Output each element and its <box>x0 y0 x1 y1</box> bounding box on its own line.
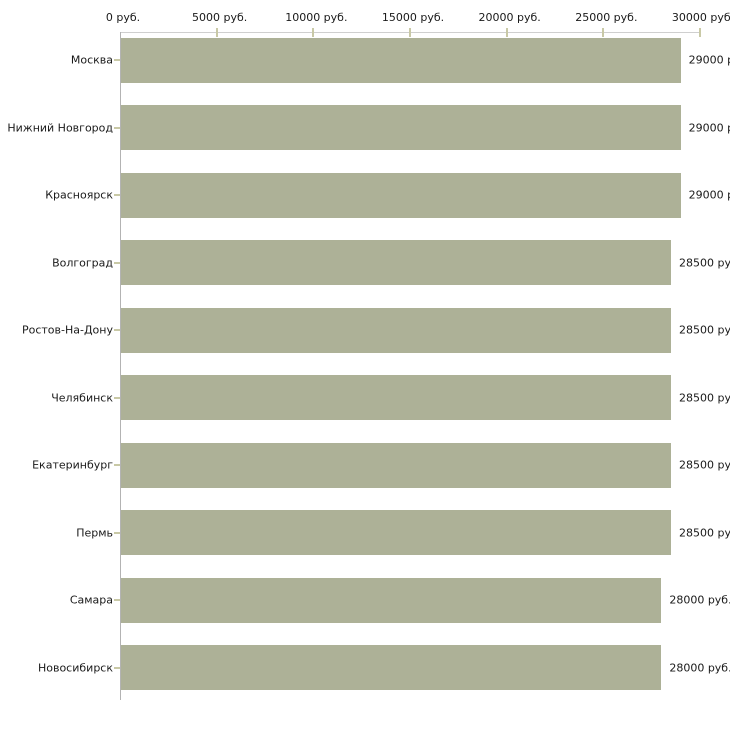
x-axis-tick-label: 15000 руб. <box>381 11 445 24</box>
y-axis-tick-mark <box>114 59 120 61</box>
x-axis-tick-label: 25000 руб. <box>575 11 638 24</box>
category-label: Нижний Новгород <box>7 121 113 134</box>
value-label: 28500 руб. <box>679 526 730 539</box>
category-label: Челябинск <box>51 391 113 404</box>
category-label: Новосибирск <box>37 661 113 674</box>
bar <box>121 510 671 555</box>
bar <box>121 307 671 353</box>
x-axis-tick-mark <box>409 28 411 37</box>
y-axis-tick-mark <box>114 261 120 264</box>
bar <box>121 172 681 218</box>
bar <box>121 375 671 420</box>
x-axis-tick-mark <box>312 28 315 37</box>
x-axis-tick-label: 5000 руб. <box>192 11 248 24</box>
bar <box>121 37 681 83</box>
value-label: 29000 руб. <box>688 188 730 202</box>
x-axis-tick-label: 30000 руб. <box>671 11 730 24</box>
value-label: 29000 руб. <box>688 53 730 67</box>
bar <box>121 577 662 623</box>
y-axis-tick-mark <box>114 126 120 129</box>
x-axis-tick-mark <box>602 28 605 37</box>
bar <box>121 645 662 690</box>
category-label: Екатеринбург <box>32 458 113 472</box>
bar <box>121 105 681 150</box>
bar <box>121 442 671 488</box>
value-label: 28000 руб. <box>669 661 730 674</box>
bar <box>121 240 671 285</box>
value-label: 29000 руб. <box>688 121 730 134</box>
y-axis-tick-mark <box>114 194 120 196</box>
y-axis-tick-mark <box>114 666 120 669</box>
y-axis-line <box>120 32 121 700</box>
value-label: 28500 руб. <box>679 256 730 269</box>
category-label: Москва <box>70 53 113 67</box>
y-axis-tick-mark <box>114 531 120 534</box>
category-label: Пермь <box>76 526 113 539</box>
value-label: 28000 руб. <box>669 593 730 607</box>
y-axis-tick-mark <box>114 396 120 399</box>
category-label: Самара <box>69 593 113 607</box>
x-axis-tick-label: 20000 руб. <box>478 11 541 24</box>
category-label: Ростов-На-Дону <box>21 323 113 337</box>
y-axis-tick-mark <box>114 329 120 331</box>
y-axis-tick-mark <box>114 599 120 601</box>
category-label: Волгоград <box>52 256 113 269</box>
x-axis-tick-mark <box>215 28 218 37</box>
x-axis-tick-label: 0 руб. <box>105 11 141 24</box>
value-label: 28500 руб. <box>679 458 730 472</box>
x-axis-tick-label: 10000 руб. <box>285 11 348 24</box>
y-axis-tick-mark <box>114 464 120 466</box>
value-label: 28500 руб. <box>679 323 730 337</box>
x-axis-tick-mark <box>699 28 701 37</box>
category-label: Красноярск <box>45 188 113 202</box>
x-axis-tick-mark <box>505 28 508 37</box>
value-label: 28500 руб. <box>679 391 730 404</box>
